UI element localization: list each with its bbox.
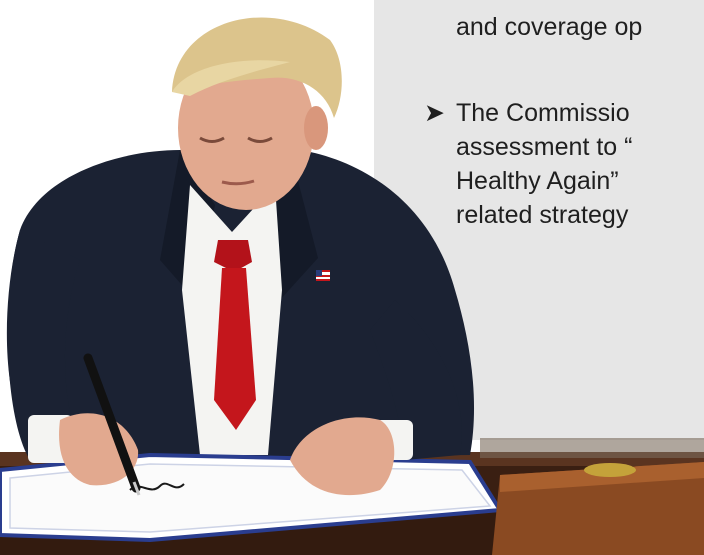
text-line-3: assessment to “	[456, 133, 633, 161]
wooden-box	[492, 462, 704, 555]
flag-pin-icon	[316, 270, 330, 281]
right-hand	[290, 300, 462, 496]
arrow-bullet-icon: ➤	[424, 99, 445, 127]
text-line-1: and coverage op	[456, 13, 643, 41]
head	[172, 17, 342, 210]
text-line-4: Healthy Again”	[456, 167, 619, 195]
pen-icon	[83, 353, 141, 496]
text-line-2: The Commissio	[456, 99, 630, 127]
text-line-5: related strategy	[456, 201, 629, 229]
tie	[214, 240, 256, 430]
